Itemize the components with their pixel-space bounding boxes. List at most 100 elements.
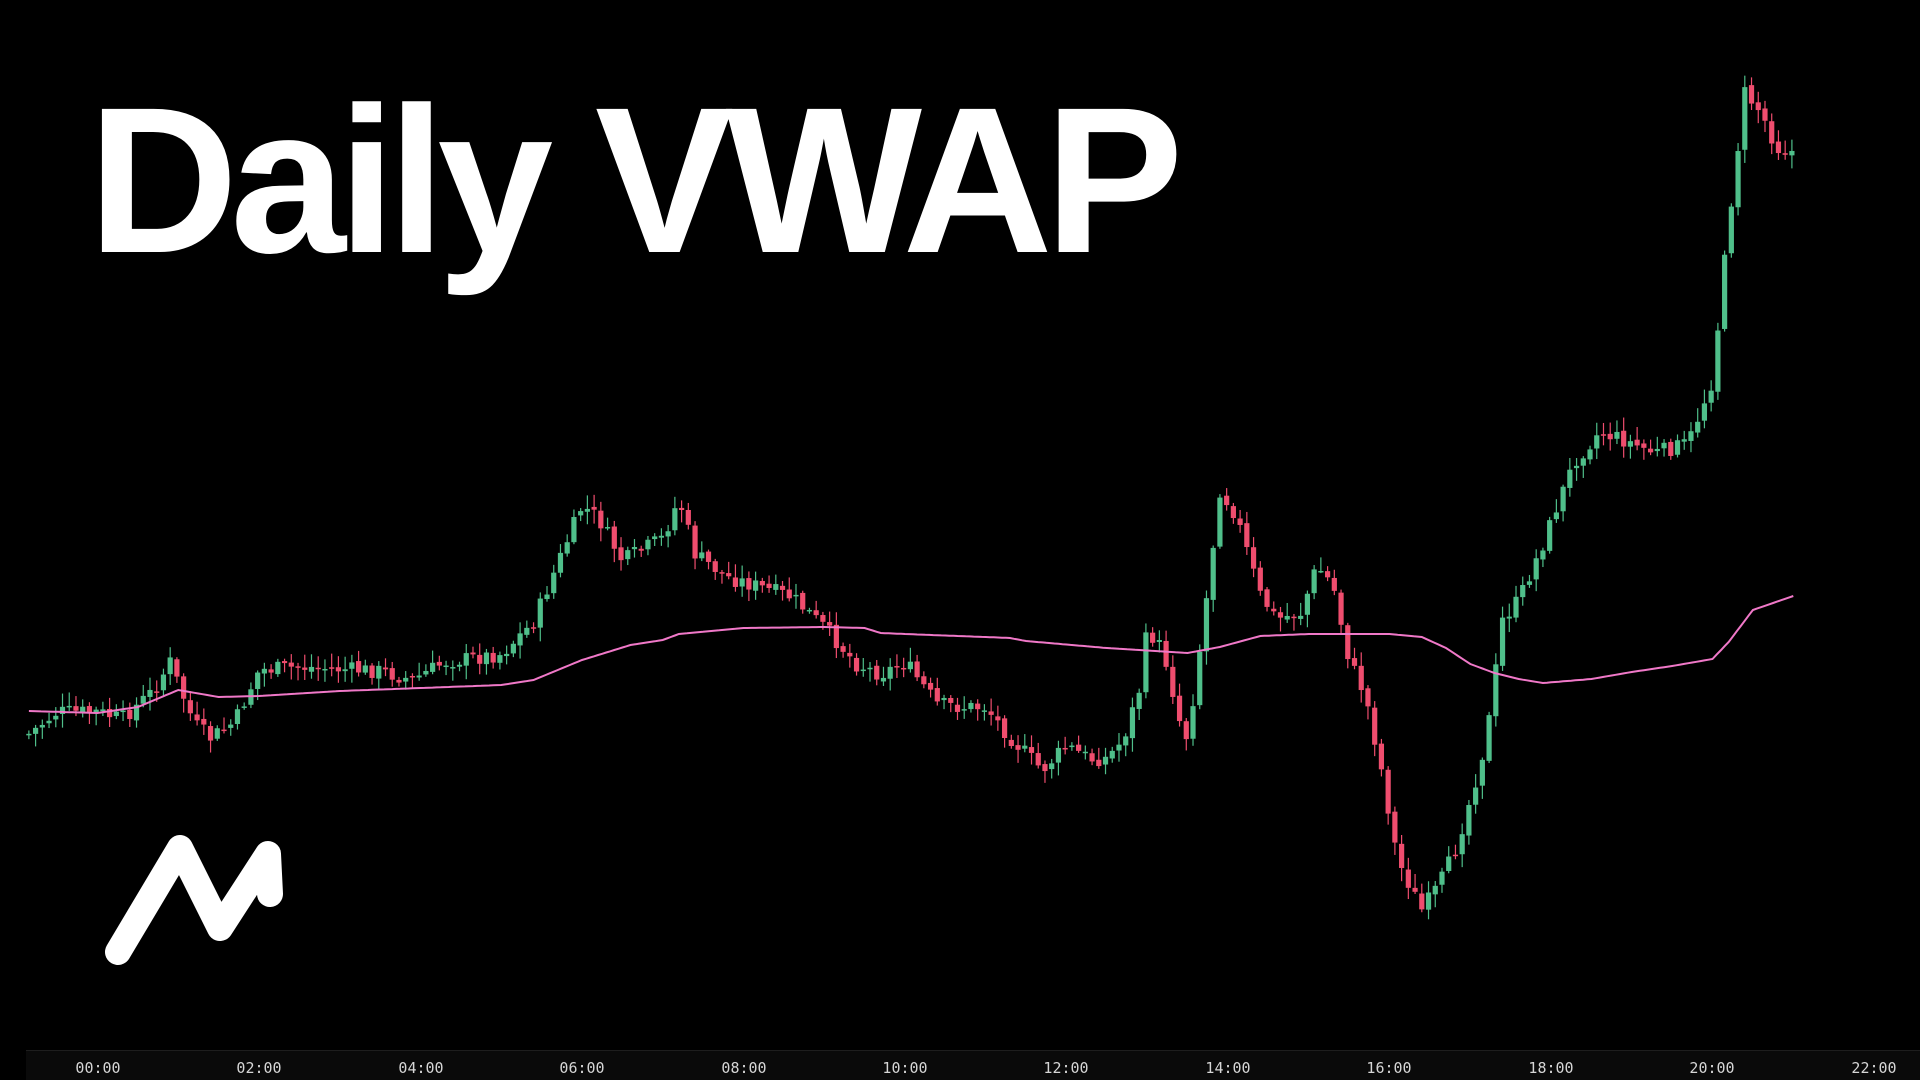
candle-body — [1728, 206, 1734, 254]
candle-body — [1197, 651, 1203, 706]
candle-body — [1452, 854, 1459, 857]
candle-body — [537, 598, 543, 628]
candle-body — [1399, 843, 1405, 868]
candle-body — [1096, 759, 1102, 767]
candle-body — [181, 676, 187, 699]
candle-body — [1271, 608, 1277, 612]
candle-body — [1681, 439, 1687, 442]
candle-body — [1722, 254, 1728, 329]
candle-body — [1217, 497, 1223, 547]
candle-body — [1479, 759, 1485, 786]
candle-body — [1250, 547, 1257, 569]
candle-body — [1203, 598, 1210, 652]
candle-body — [1378, 743, 1385, 770]
candle-body — [355, 661, 362, 673]
candle-body — [234, 709, 241, 724]
candle-body — [901, 667, 907, 670]
candle-series — [26, 75, 1795, 920]
candle-body — [941, 697, 947, 701]
time-axis-label: 10:00 — [882, 1059, 928, 1077]
candle-body — [880, 677, 887, 682]
time-axis-label: 14:00 — [1205, 1059, 1251, 1077]
candle-body — [564, 542, 570, 554]
candle-body — [1775, 141, 1782, 154]
candle-body — [1338, 592, 1344, 625]
candle-body — [59, 706, 66, 714]
candle-body — [1055, 747, 1062, 763]
candle-body — [510, 643, 516, 654]
candle-body — [214, 728, 220, 739]
candle-body — [1587, 449, 1593, 460]
candle-body — [766, 583, 772, 588]
candle-body — [26, 733, 32, 736]
candle-body — [1311, 569, 1317, 594]
candle-body — [631, 547, 638, 550]
page-title: Daily VWAP — [88, 65, 1183, 297]
candle-body — [1473, 787, 1479, 805]
candle-body — [295, 666, 301, 668]
candle-body — [490, 652, 496, 663]
candle-body — [1163, 640, 1169, 667]
candle-body — [416, 675, 422, 678]
candle-body — [753, 580, 759, 591]
candle-body — [995, 716, 1001, 721]
candle-body — [1674, 440, 1681, 455]
candle-body — [154, 691, 160, 693]
candle-body — [1425, 892, 1432, 910]
candle-body — [578, 511, 584, 516]
candle-body — [551, 572, 557, 594]
candle-body — [719, 572, 725, 574]
time-axis-label: 06:00 — [559, 1059, 605, 1077]
candle-body — [806, 609, 813, 612]
candle-body — [598, 510, 604, 529]
candle-body — [1123, 736, 1129, 746]
candle-body — [100, 709, 106, 712]
time-axis[interactable]: 00:00 02:00 04:00 06:00 08:00 10:00 12:0… — [26, 1050, 1920, 1080]
candle-body — [934, 688, 940, 702]
candle-body — [907, 661, 913, 670]
candle-body — [194, 714, 200, 721]
candle-body — [658, 535, 665, 538]
candle-body — [1627, 441, 1634, 447]
candle-body — [53, 715, 59, 720]
candle-body — [813, 610, 819, 616]
candle-body — [369, 665, 375, 678]
candle-body — [1049, 763, 1055, 770]
candle-body — [1176, 695, 1183, 722]
candle-body — [382, 667, 389, 670]
candle-body — [140, 695, 146, 704]
candle-body — [1089, 753, 1095, 762]
candle-body — [436, 661, 442, 666]
candle-body — [1291, 616, 1297, 619]
candle-body — [867, 667, 873, 670]
candle-body — [692, 525, 698, 559]
candle-body — [961, 709, 967, 711]
time-axis-label: 18:00 — [1528, 1059, 1574, 1077]
candle-body — [1735, 151, 1741, 208]
candle-body — [827, 622, 833, 626]
candle-body — [699, 552, 705, 559]
candle-body — [833, 624, 839, 649]
time-axis-label: 02:00 — [236, 1059, 282, 1077]
candle-body — [847, 652, 853, 657]
candle-body — [389, 668, 395, 680]
candle-body — [113, 711, 119, 717]
candle-body — [376, 665, 382, 679]
candle-body — [1116, 744, 1122, 751]
candle-body — [1230, 506, 1236, 519]
candle-body — [228, 724, 234, 728]
candle-body — [1028, 747, 1035, 753]
candle-body — [241, 706, 247, 708]
candle-body — [1419, 893, 1425, 910]
candle-body — [329, 667, 335, 669]
candle-body — [403, 677, 409, 682]
candle-body — [456, 664, 463, 667]
candle-body — [1035, 753, 1041, 766]
candle-body — [1237, 518, 1243, 525]
candle-body — [1358, 665, 1364, 691]
candle-body — [1015, 745, 1021, 750]
candle-body — [1560, 486, 1566, 512]
candle-body — [32, 727, 39, 734]
candle-body — [591, 506, 597, 510]
candle-body — [1540, 550, 1546, 560]
